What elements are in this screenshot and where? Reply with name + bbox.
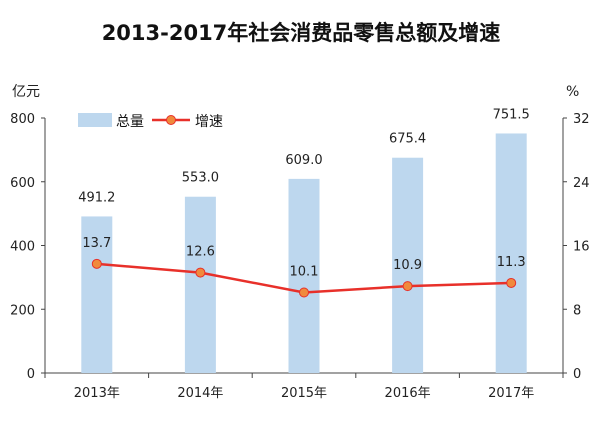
y-left-tick-label: 400 — [10, 240, 35, 255]
x-tick-label: 2013年 — [74, 386, 120, 401]
bar — [288, 178, 320, 373]
y-right-tick-label: 32 — [573, 112, 590, 127]
bar-value-label: 491.2 — [78, 190, 115, 205]
bar — [392, 157, 424, 373]
bar — [495, 133, 527, 373]
y-left-tick-label: 600 — [10, 176, 35, 191]
legend-swatch-marker — [166, 115, 176, 125]
growth-value-label: 12.6 — [186, 245, 215, 260]
growth-point — [402, 281, 413, 292]
y-left-tick-label: 0 — [27, 367, 35, 382]
y-right-tick-label: 0 — [573, 367, 581, 382]
y-left-tick-label: 200 — [10, 303, 35, 318]
legend-label-bar: 总量 — [116, 114, 144, 130]
growth-value-label: 13.7 — [82, 236, 111, 251]
plot-area: 0 200 400 600 800 0 8 16 24 32 2013年 2014年 2015年 2016… — [10, 107, 589, 401]
growth-point — [195, 267, 206, 278]
y-left-unit-label: 亿元 — [12, 84, 40, 100]
y-right-tick-label: 8 — [573, 303, 581, 318]
bar-value-label: 609.0 — [285, 153, 322, 168]
legend-label-line: 增速 — [195, 114, 223, 130]
x-tick-label: 2015年 — [281, 386, 327, 401]
growth-point — [506, 277, 517, 288]
x-tick-label: 2014年 — [177, 386, 223, 401]
bar — [184, 196, 216, 373]
legend: 总量 增速 — [78, 113, 223, 130]
y-right-tick-label: 24 — [573, 176, 590, 191]
growth-value-label: 11.3 — [497, 255, 526, 270]
y-right-unit-label: % — [566, 84, 579, 100]
bar — [81, 216, 113, 373]
growth-value-label: 10.1 — [290, 265, 319, 280]
bar-value-label: 751.5 — [493, 107, 530, 122]
chart-title: 2013-2017年社会消费品零售总额及增速 — [102, 21, 501, 45]
x-tick-label: 2016年 — [385, 386, 431, 401]
x-tick-label: 2017年 — [488, 386, 534, 401]
growth-point — [91, 258, 102, 269]
bar-value-label: 675.4 — [389, 132, 426, 147]
y-right-tick-label: 16 — [573, 240, 590, 255]
growth-value-label: 10.9 — [393, 258, 422, 273]
y-left-tick-label: 800 — [10, 112, 35, 127]
bar-value-label: 553.0 — [182, 171, 219, 186]
legend-swatch-bar — [78, 113, 112, 127]
growth-point — [299, 287, 309, 298]
